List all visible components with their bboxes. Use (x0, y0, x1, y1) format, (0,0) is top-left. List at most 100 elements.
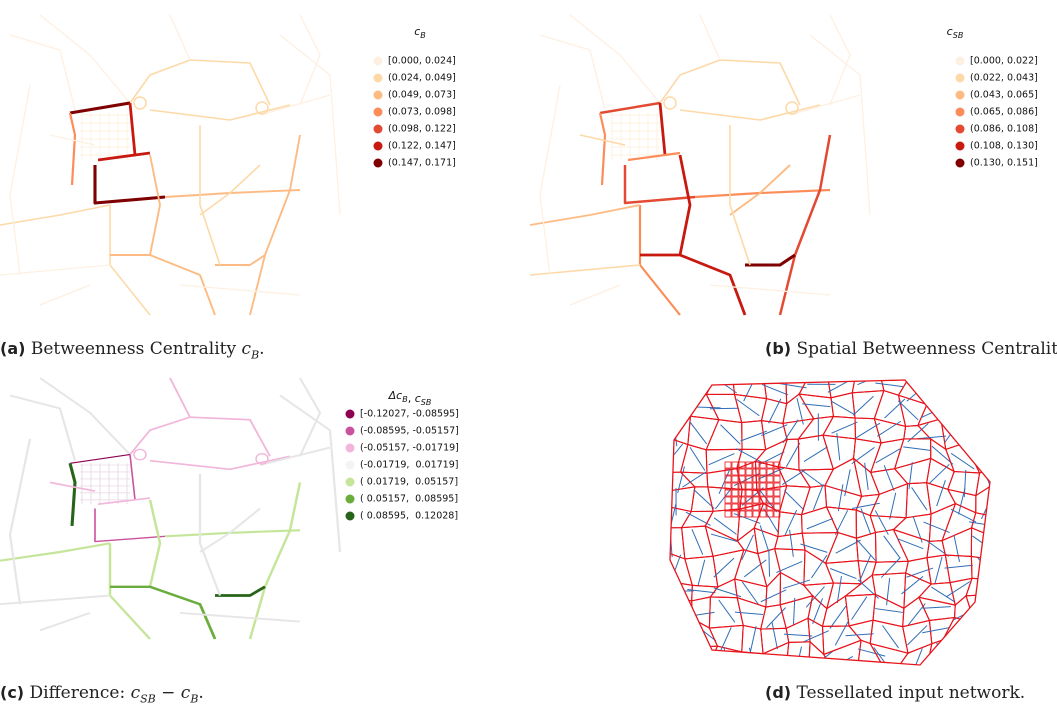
network-edge (832, 422, 858, 433)
network-edge (784, 491, 804, 511)
network-edge (967, 421, 985, 442)
cell (786, 618, 810, 642)
caption: (b) Spatial Betweenness Centrality cSB. (765, 339, 1057, 361)
network-edge (772, 622, 777, 649)
legend-label: (0.073, 0.098] (388, 107, 456, 118)
network-edge (945, 396, 969, 411)
network-edge (760, 525, 768, 551)
network-edge (969, 522, 997, 527)
network-edge (790, 530, 794, 557)
cell (895, 458, 931, 483)
caption-end: . (198, 683, 203, 703)
street (130, 60, 270, 105)
street (600, 113, 605, 185)
cell (681, 445, 707, 474)
caption-math: c (131, 683, 141, 703)
legend-swatch (374, 74, 383, 83)
street (170, 378, 190, 417)
roundabout (134, 97, 146, 109)
network-edge (782, 469, 806, 484)
street (570, 15, 660, 103)
legend-swatch (374, 125, 383, 134)
network-edge (664, 644, 687, 660)
network-edge (932, 446, 953, 464)
cell (808, 642, 834, 678)
dense-cell (739, 469, 745, 475)
network-edge (690, 422, 707, 444)
legend-title: cB (414, 25, 426, 40)
cell (706, 420, 742, 450)
caption-end: . (259, 339, 264, 359)
cell (737, 449, 766, 468)
street (0, 265, 110, 275)
network-edge (922, 628, 950, 633)
street (830, 15, 850, 105)
network-edge (698, 560, 705, 586)
network-edge (813, 484, 823, 510)
cell (870, 484, 907, 518)
cell (737, 504, 763, 541)
cell (802, 533, 838, 564)
network-edge (975, 600, 990, 623)
cell (971, 644, 989, 663)
network-edge (769, 549, 770, 576)
legend-label: (0.147, 0.171] (388, 158, 456, 169)
cell (918, 375, 955, 404)
network-edge (830, 606, 846, 628)
caption-math: c (181, 683, 191, 703)
street (180, 613, 300, 622)
caption-label: (c) (0, 683, 24, 702)
caption-text: Spatial Betweenness Centrality (796, 339, 1057, 359)
network-edge (937, 480, 946, 506)
legend-label: (0.086, 0.108] (970, 124, 1038, 135)
network-edge (853, 396, 873, 415)
street (600, 103, 660, 113)
legend-title-op: , (408, 392, 415, 405)
network-edge (678, 595, 685, 621)
cell (657, 370, 694, 395)
street (215, 255, 265, 265)
street (540, 85, 560, 275)
network-edge (709, 454, 735, 465)
legend-label: (-0.01719, 0.01719] (360, 460, 458, 471)
street (280, 395, 340, 552)
network-edge (954, 535, 960, 562)
cell (875, 530, 908, 563)
legend-swatch (374, 159, 383, 168)
tessellation (657, 368, 1003, 677)
street (700, 15, 720, 60)
legend-swatch (346, 461, 355, 470)
network-edge (796, 647, 802, 674)
cells (657, 368, 1003, 677)
street (70, 463, 75, 526)
cell (786, 371, 812, 404)
dense-cell (725, 511, 731, 517)
street (530, 205, 640, 225)
roundabout (134, 449, 146, 459)
dense-cell (746, 490, 752, 496)
street (50, 135, 95, 145)
network-edge (898, 401, 918, 420)
street (640, 205, 680, 315)
cell (904, 425, 931, 438)
cell (965, 414, 1003, 450)
legend-label: [-0.12027, -0.08595] (360, 409, 459, 420)
network-edge (749, 648, 755, 675)
caption-math-sub: SB (140, 692, 156, 705)
legend-swatch (374, 57, 383, 66)
caption-label: (d) (765, 683, 791, 702)
street (0, 543, 110, 560)
caption-math: c (242, 339, 252, 359)
legend-swatch (956, 108, 965, 117)
street (50, 482, 95, 491)
network-edge (865, 463, 869, 490)
street (300, 15, 320, 105)
street (260, 95, 330, 115)
street (10, 395, 75, 460)
network-edge (861, 508, 871, 534)
street-map (0, 15, 340, 315)
network-edge (721, 425, 741, 444)
cell (761, 628, 789, 653)
street (170, 15, 190, 60)
street-map (0, 378, 340, 639)
